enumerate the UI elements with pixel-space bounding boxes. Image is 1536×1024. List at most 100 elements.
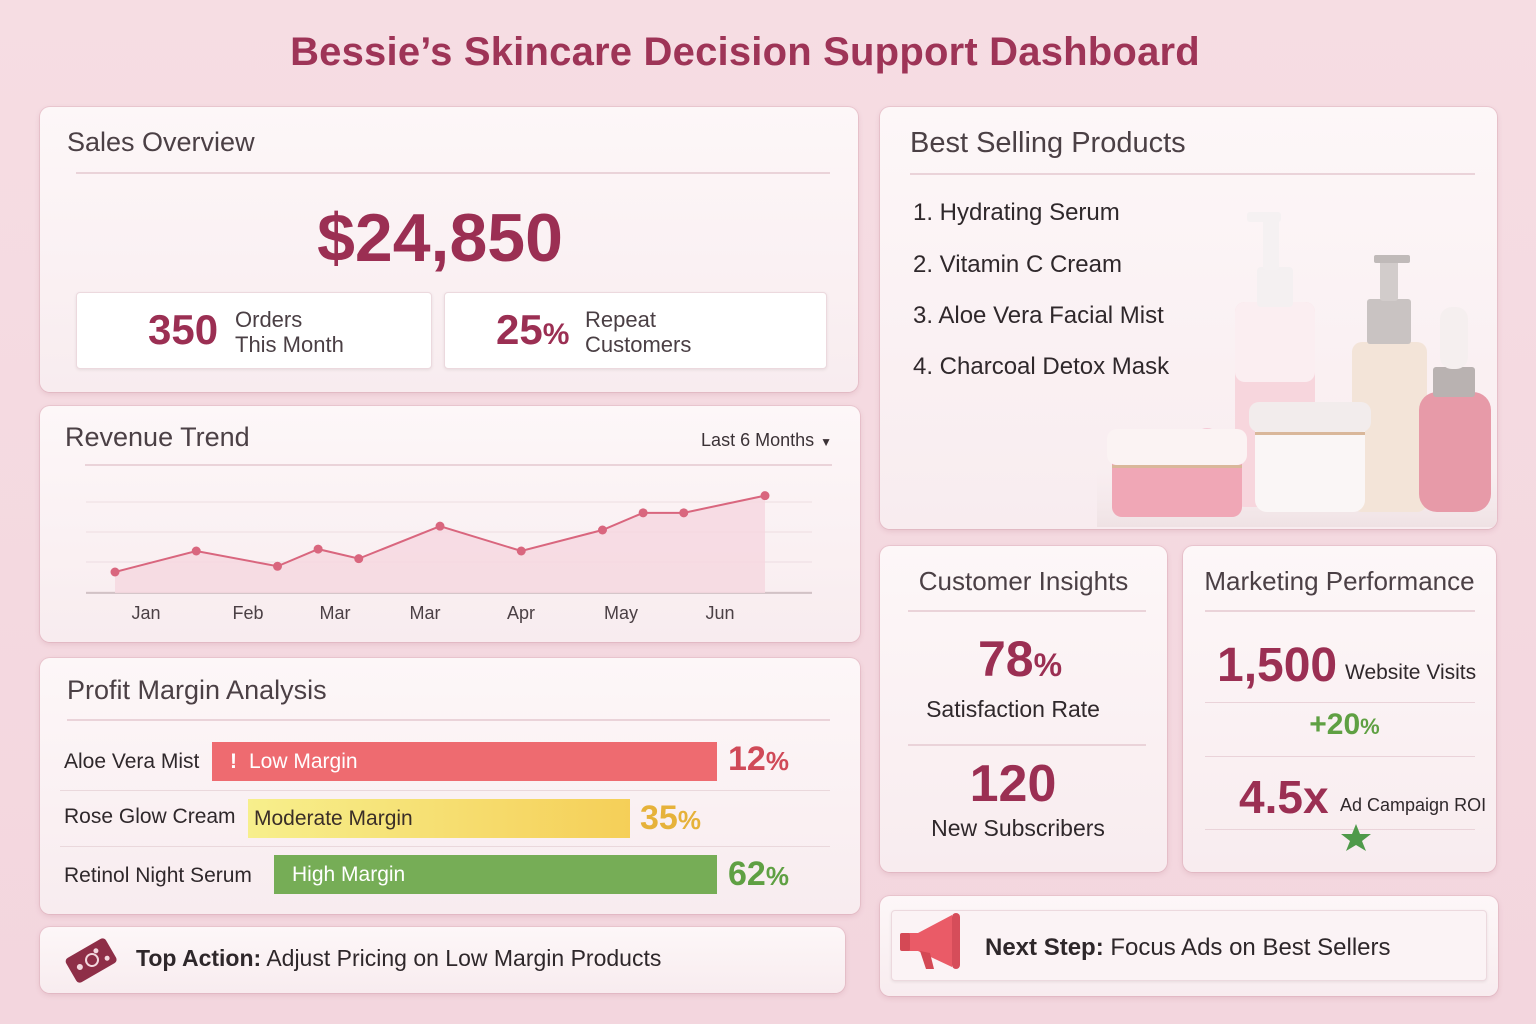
margin-band-label: High Margin (292, 863, 406, 886)
revenue-area (115, 495, 765, 593)
satisfaction-number: 78 (977, 631, 1034, 687)
revenue-point (191, 546, 201, 556)
row-divider (60, 790, 830, 791)
product-item: 1. Hydrating Serum (913, 199, 1120, 226)
top-action-text: Top Action: Adjust Pricing on Low Margin… (136, 945, 661, 972)
orders-label-line-1: Orders (235, 307, 303, 332)
top-action-label: Top Action: (136, 945, 262, 971)
low-margin-bar: ! Low Margin (212, 742, 717, 781)
revenue-point (273, 561, 282, 571)
next-step-panel: Next Step: Focus Ads on Best Sellers (891, 910, 1487, 981)
top-action-banner[interactable]: Top Action: Adjust Pricing on Low Margin… (40, 927, 845, 993)
skincare-products-image (1097, 212, 1497, 527)
divider (76, 172, 830, 174)
revenue-point (354, 554, 364, 564)
website-visits-value: 1,500 (1217, 639, 1338, 692)
page-title: Bessie’s Skincare Decision Support Dashb… (290, 30, 1200, 74)
subscribers-value: 120 (969, 755, 1057, 813)
marketing-performance-card: Marketing Performance 1,500 Website Visi… (1183, 546, 1496, 872)
sales-overview-card: Sales Overview $24,850 350 Orders This M… (40, 107, 858, 392)
repeat-number: 25 (496, 306, 543, 353)
profit-margin-card: Profit Margin Analysis Aloe Vera Mist ! L… (40, 658, 860, 914)
time-range-dropdown[interactable]: Last 6 Months ▼ (701, 430, 832, 451)
repeat-label-line-1: Repeat (585, 307, 656, 332)
sales-overview-title: Sales Overview (67, 127, 255, 157)
revenue-point (760, 491, 770, 501)
repeat-label: Repeat Customers (585, 307, 691, 357)
roi-value: 4.5x (1239, 771, 1329, 823)
growth-unit: % (1360, 714, 1380, 739)
divider (1205, 756, 1475, 757)
divider (910, 173, 1475, 175)
best-selling-card: Best Selling Products 1. Hydrating Serum… (880, 107, 1497, 529)
orders-label: Orders This Month (235, 307, 344, 357)
divider (1205, 829, 1475, 830)
customer-insights-card: Customer Insights 78% Satisfaction Rate … (880, 546, 1167, 872)
revenue-trend-card: Revenue Trend Last 6 Months ▼ Jan Feb Mar Ma… (40, 406, 860, 642)
divider (1205, 702, 1475, 703)
margin-band-label: Moderate Margin (254, 807, 413, 830)
repeat-customers-stat: 25% Repeat Customers (444, 292, 827, 369)
product-item: 4. Charcoal Detox Mask (913, 353, 1170, 380)
row-divider (60, 846, 830, 847)
revenue-point (516, 546, 526, 556)
margin-unit: % (765, 861, 789, 891)
margin-percent: 35% (640, 799, 701, 838)
margin-unit: % (765, 746, 789, 776)
margin-row-product: Retinol Night Serum (64, 864, 252, 887)
customer-insights-title: Customer Insights (918, 566, 1129, 596)
orders-label-line-2: This Month (235, 332, 344, 357)
x-tick-label: May (604, 603, 638, 623)
best-selling-title: Best Selling Products (910, 127, 1186, 159)
divider (67, 719, 830, 721)
orders-stat: 350 Orders This Month (76, 292, 432, 369)
moderate-margin-bar: Moderate Margin (248, 799, 630, 838)
x-tick-label: Mar (320, 603, 351, 623)
website-visits-label: Website Visits (1345, 661, 1477, 684)
visits-growth: +20% (1183, 708, 1506, 742)
revenue-point (435, 521, 445, 531)
x-tick-label: Jan (131, 603, 160, 623)
x-tick-label: Jun (705, 603, 734, 623)
growth-value: +20 (1309, 708, 1361, 741)
alert-icon: ! (230, 750, 237, 773)
divider (85, 464, 832, 466)
x-tick-label: Feb (232, 603, 263, 623)
repeat-label-line-2: Customers (585, 332, 692, 357)
revenue-trend-title: Revenue Trend (65, 422, 250, 452)
caret-down-icon: ▼ (820, 435, 832, 449)
revenue-point (679, 508, 689, 518)
margin-row-product: Rose Glow Cream (64, 805, 236, 828)
subscribers-label: New Subscribers (931, 815, 1105, 841)
x-tick-label: Mar (410, 603, 441, 623)
satisfaction-label: Satisfaction Rate (926, 696, 1100, 722)
divider (908, 610, 1146, 612)
margin-value: 12 (728, 740, 766, 778)
satisfaction-unit: % (1033, 647, 1063, 683)
repeat-unit: % (542, 318, 570, 351)
margin-row-product: Aloe Vera Mist (64, 750, 200, 773)
next-step-text: Next Step: Focus Ads on Best Sellers (985, 934, 1391, 962)
next-step-label: Next Step: (985, 934, 1104, 961)
revenue-point (638, 508, 648, 518)
megaphone-icon (900, 913, 960, 969)
marketing-title: Marketing Performance (1204, 566, 1475, 596)
margin-value: 62 (728, 855, 766, 893)
total-revenue: $24,850 (317, 200, 563, 276)
margin-band-label: Low Margin (249, 750, 358, 773)
top-action-detail: Adjust Pricing on Low Margin Products (266, 945, 662, 971)
satisfaction-value: 78% (880, 630, 1160, 688)
next-step-banner[interactable]: Next Step: Focus Ads on Best Sellers (880, 896, 1498, 996)
product-item: 3. Aloe Vera Facial Mist (913, 302, 1164, 329)
revenue-point (110, 567, 120, 577)
revenue-point (598, 525, 607, 535)
margin-value: 35 (640, 799, 678, 837)
product-item: 2. Vitamin C Cream (913, 251, 1122, 278)
repeat-value: 25% (496, 306, 569, 354)
price-tag-icon (65, 938, 117, 983)
next-step-detail: Focus Ads on Best Sellers (1110, 934, 1391, 961)
roi-label: Ad Campaign ROI (1340, 795, 1487, 815)
divider (1205, 610, 1475, 612)
star-icon (1341, 824, 1371, 851)
time-range-label: Last 6 Months (701, 430, 815, 450)
